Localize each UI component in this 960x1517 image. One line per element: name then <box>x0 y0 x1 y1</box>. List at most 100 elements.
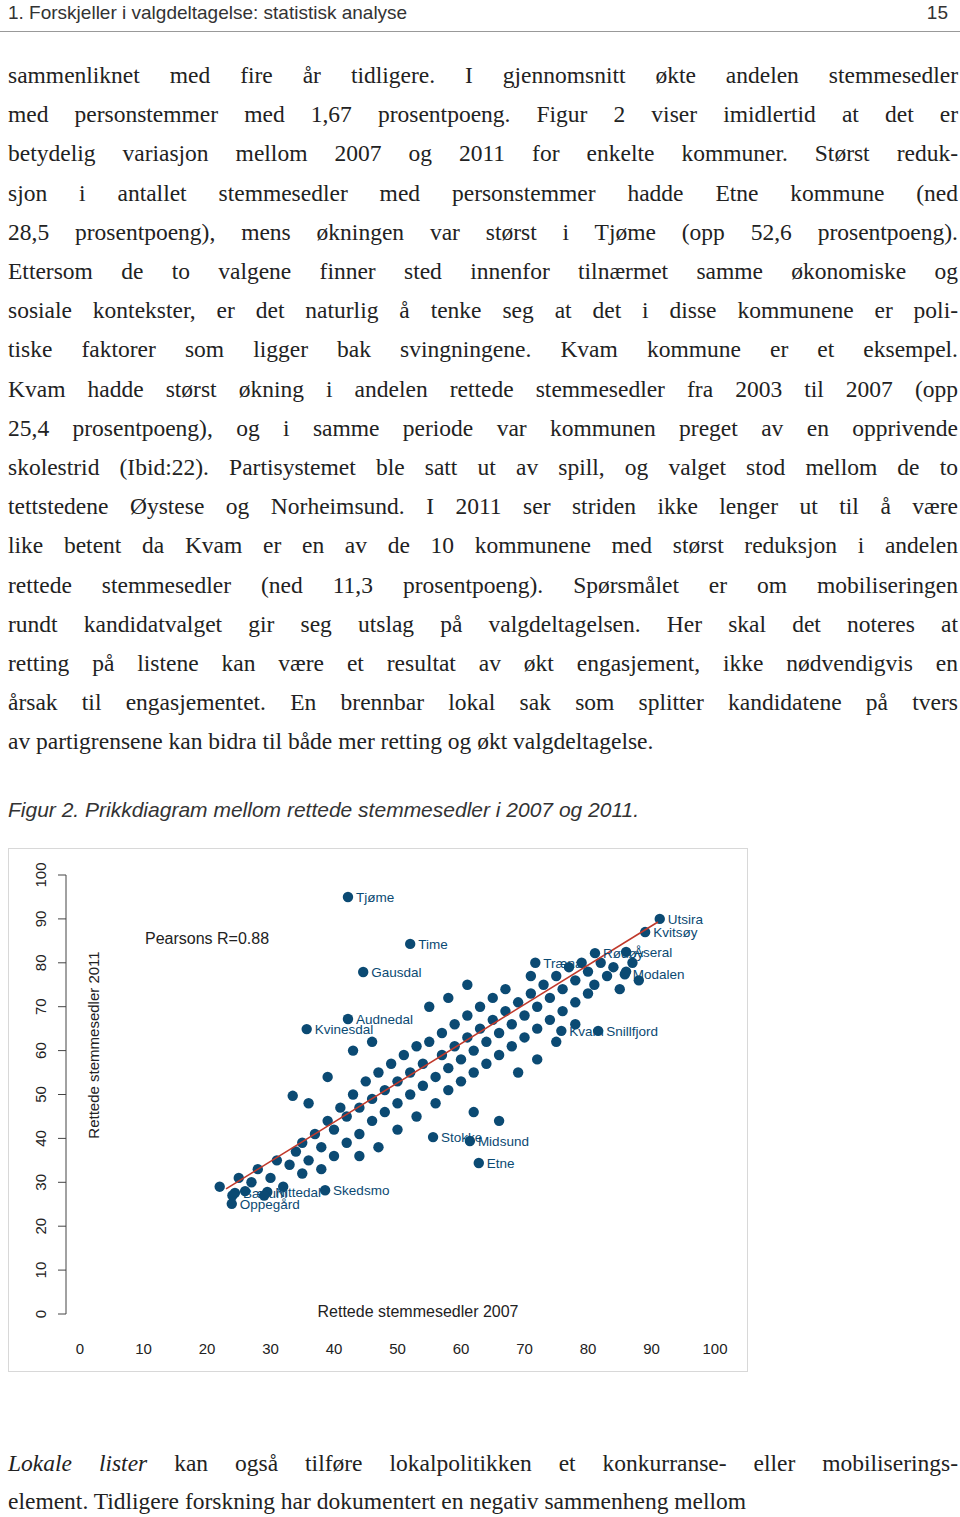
fit-line <box>226 922 658 1189</box>
body-line: Lokale lister kan også tilføre lokalpoli… <box>8 1449 958 1477</box>
point-label: Rødøy <box>603 946 644 961</box>
point <box>449 1019 459 1029</box>
point <box>570 975 580 985</box>
point <box>469 1107 479 1117</box>
y-tick-label: 50 <box>32 1086 49 1103</box>
y-tick <box>58 1094 66 1095</box>
point <box>494 1028 504 1038</box>
point <box>380 1107 390 1117</box>
running-header: 1. Forskjeller i valgdeltagelse: statist… <box>8 2 407 24</box>
point <box>488 993 498 1003</box>
point <box>411 1111 421 1121</box>
point <box>532 1054 542 1064</box>
y-axis-title: Rettede stemmesedler 2011 <box>85 951 102 1138</box>
point <box>469 1067 479 1077</box>
point-label: Midsund <box>478 1134 529 1149</box>
y-tick <box>58 1314 66 1315</box>
point <box>621 966 631 976</box>
plot-area <box>215 892 665 1209</box>
point <box>329 1124 339 1134</box>
body-line: rettede stemmesedler (ned 11,3 prosentpo… <box>8 571 958 599</box>
point <box>343 892 353 902</box>
point-label: Skedsmo <box>333 1183 389 1198</box>
point <box>428 1132 438 1142</box>
point <box>519 1032 529 1042</box>
point <box>335 1102 345 1112</box>
point <box>507 1041 517 1051</box>
point <box>405 939 415 949</box>
point-label: Oppegård <box>240 1197 300 1212</box>
point <box>320 1185 330 1195</box>
point <box>354 1129 364 1139</box>
point-label: Træna <box>543 956 583 971</box>
body-line: sammenliknet med fire år tidligere. I gj… <box>8 61 958 89</box>
point <box>602 971 612 981</box>
point <box>399 1050 409 1060</box>
point <box>462 980 472 990</box>
body-line: tettstedene Øystese og Norheimsund. I 20… <box>8 492 958 520</box>
point <box>513 1067 523 1077</box>
body-line: rundt kandidatvalget gir seg utslag på v… <box>8 610 958 638</box>
point <box>316 1142 326 1152</box>
figure-caption: Figur 2. Prikkdiagram mellom rettede ste… <box>8 798 639 822</box>
point <box>354 1151 364 1161</box>
point <box>443 1085 453 1095</box>
y-tick-label: 100 <box>32 862 49 887</box>
body-line: like betent da Kvam er en av de 10 kommu… <box>8 531 958 559</box>
y-tick <box>58 1006 66 1007</box>
x-axis-title: Rettede stemmesedler 2007 <box>318 1303 519 1320</box>
point <box>215 1181 225 1191</box>
point <box>322 1072 332 1082</box>
body-line: med personstemmer med 1,67 prosentpoeng.… <box>8 100 958 128</box>
point-label: Modalen <box>633 967 685 982</box>
y-tick <box>58 962 66 963</box>
point <box>392 1098 402 1108</box>
body-line: 28,5 prosentpoeng), mens økningen var st… <box>8 218 958 246</box>
point <box>556 1026 566 1036</box>
x-tick-label: 20 <box>199 1340 216 1357</box>
point <box>545 993 555 1003</box>
point-label: Snillfjord <box>606 1024 658 1039</box>
point <box>358 967 368 977</box>
point-label: Kvinesdal <box>315 1022 374 1037</box>
y-tick <box>58 1182 66 1183</box>
point <box>303 1098 313 1108</box>
point <box>265 1173 275 1183</box>
body-line: av partigrensene kan bidra til både mer … <box>8 727 958 755</box>
point <box>532 1002 542 1012</box>
point <box>424 1002 434 1012</box>
point <box>530 958 540 968</box>
point <box>456 1054 466 1064</box>
point <box>430 1072 440 1082</box>
point <box>430 1098 440 1108</box>
point <box>538 980 548 990</box>
x-tick-label: 70 <box>516 1340 533 1357</box>
y-tick-label: 20 <box>32 1218 49 1235</box>
point <box>570 997 580 1007</box>
point <box>386 1059 396 1069</box>
point <box>519 1010 529 1020</box>
point <box>301 1024 311 1034</box>
point <box>583 988 593 998</box>
point <box>526 988 536 998</box>
point <box>424 1037 434 1047</box>
point <box>329 1151 339 1161</box>
x-tick-label: 100 <box>702 1340 727 1357</box>
body-line: Kvam hadde størst økning i andelen rette… <box>8 375 958 403</box>
body-line: årsak til engasjementet. En brennbar lok… <box>8 688 958 716</box>
point <box>481 1037 491 1047</box>
point <box>608 962 618 972</box>
point <box>303 1155 313 1165</box>
y-tick <box>58 918 66 919</box>
point <box>557 984 567 994</box>
body-line: 25,4 prosentpoeng), og i samme periode v… <box>8 414 958 442</box>
point <box>551 971 561 981</box>
point <box>469 1045 479 1055</box>
point-label: Tjøme <box>356 890 394 905</box>
x-tick-label: 90 <box>643 1340 660 1357</box>
point <box>507 1019 517 1029</box>
text-span: kan også tilføre lokalpolitikken et konk… <box>147 1450 958 1476</box>
point <box>443 1063 453 1073</box>
point <box>494 1050 504 1060</box>
point <box>551 1037 561 1047</box>
